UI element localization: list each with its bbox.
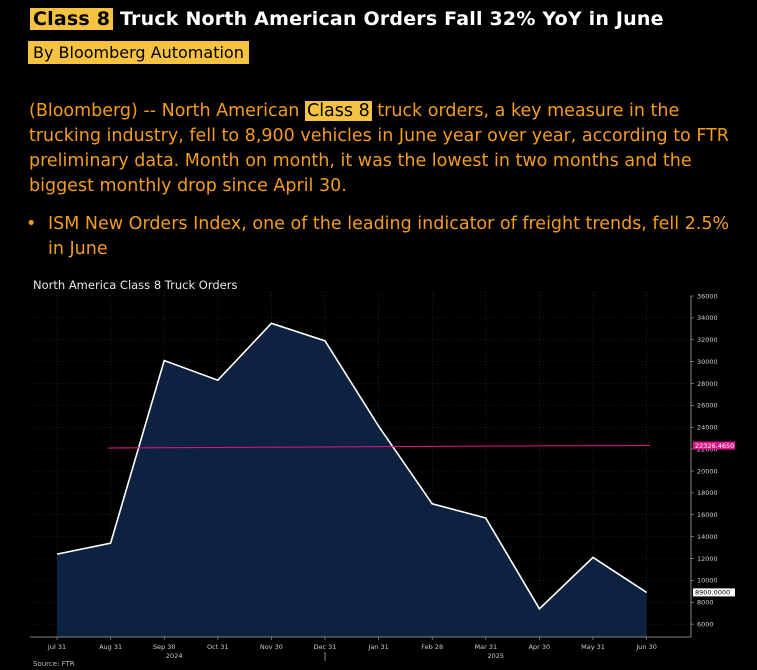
y-tick-label: 28000 — [697, 380, 718, 388]
y-tick-label: 20000 — [697, 467, 718, 475]
x-tick-label: Jan 31 — [367, 643, 388, 651]
byline[interactable]: By Bloomberg Automation — [28, 41, 249, 64]
x-tick-label: Apr 30 — [529, 643, 551, 651]
chart-source: Source: FTR — [33, 660, 75, 668]
y-tick-label: 36000 — [697, 292, 718, 300]
paragraph-after: truck orders, a key measure in the truck… — [29, 101, 729, 196]
headline-rest: Truck North American Orders Fall 32% YoY… — [113, 8, 664, 30]
x-tick-label: Jun 30 — [635, 643, 657, 651]
year-label: 2025 — [488, 652, 505, 660]
bullet-dot-icon: • — [26, 214, 37, 234]
x-tick-label: May 31 — [581, 643, 605, 651]
x-tick-label: Nov 30 — [260, 643, 283, 651]
y-tick-label: 32000 — [697, 336, 718, 344]
x-tick-label: Aug 31 — [99, 643, 122, 651]
average-line — [107, 445, 651, 449]
y-tick-label: 8000 — [697, 599, 714, 607]
average-value-label: 22326.4650 — [695, 442, 734, 450]
y-tick-label: 10000 — [697, 577, 718, 585]
y-tick-label: 16000 — [697, 511, 718, 519]
y-tick-label: 6000 — [697, 620, 714, 628]
year-label: 2024 — [166, 652, 183, 660]
chart-axis-layer: 6000800010000120001400016000180002000022… — [30, 292, 718, 661]
y-tick-label: 12000 — [697, 555, 718, 563]
bullet-item: • ISM New Orders Index, one of the leadin… — [26, 212, 738, 262]
chart-title: North America Class 8 Truck Orders — [33, 278, 238, 292]
average-value-tag — [693, 441, 735, 450]
y-tick-label: 14000 — [697, 533, 718, 541]
y-tick-label: 34000 — [697, 314, 718, 322]
article-paragraph: (Bloomberg) -- North American Class 8 tr… — [29, 99, 741, 199]
orders-line — [56, 322, 648, 611]
last-value-label: 8900.0000 — [695, 589, 730, 597]
x-tick-label: Sep 30 — [153, 643, 176, 651]
x-tick-label: Oct 31 — [207, 643, 229, 651]
x-tick-label: Mar 31 — [474, 643, 497, 651]
x-tick-label: Dec 31 — [314, 643, 337, 651]
chart-line-layer — [56, 322, 651, 611]
paragraph-highlight: Class 8 — [304, 101, 372, 121]
chart-area-layer — [57, 323, 647, 637]
y-tick-label: 24000 — [697, 424, 718, 432]
headline: Class 8 Truck North American Orders Fall… — [30, 8, 664, 30]
paragraph-before: (Bloomberg) -- North American — [29, 101, 305, 121]
headline-highlight: Class 8 — [30, 8, 114, 30]
y-tick-label: 30000 — [697, 358, 718, 366]
bullet-text: ISM New Orders Index, one of the leading… — [48, 214, 730, 259]
y-tick-label: 18000 — [697, 489, 718, 497]
y-tick-label: 26000 — [697, 402, 718, 410]
last-value-tag — [693, 588, 735, 597]
x-tick-label: Jul 31 — [47, 643, 66, 651]
chart-label-layer: 8900.0000 22326.4650 — [693, 441, 735, 597]
orders-area — [57, 323, 647, 637]
x-tick-label: Feb 28 — [421, 643, 443, 651]
